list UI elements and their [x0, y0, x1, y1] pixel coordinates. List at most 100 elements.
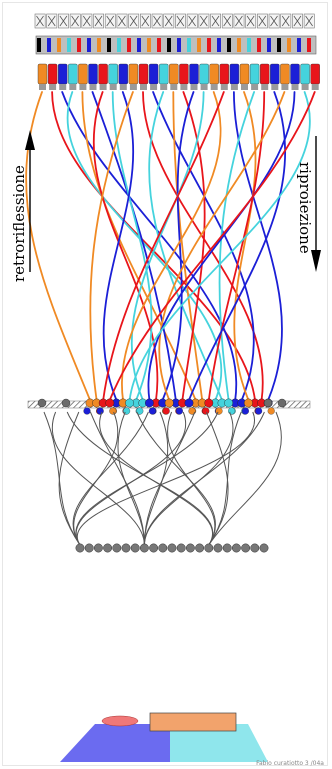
junction-dot-icon: [109, 407, 117, 415]
wire-line: [111, 91, 153, 401]
connector-block-icon: [37, 63, 48, 85]
junction-dot-icon: [136, 407, 144, 415]
connector-pin: [257, 38, 261, 52]
red-ellipse: [101, 715, 139, 727]
connector-block-icon: [229, 63, 240, 85]
connector-block-icon: [300, 63, 310, 85]
wire-line: [181, 91, 206, 401]
connector-block-icon: [219, 63, 230, 85]
connector-pin: [167, 38, 171, 52]
junction-dot-icon: [130, 543, 140, 553]
junction-dot-icon: [202, 407, 210, 415]
connector-foot: [291, 84, 299, 90]
connector-foot: [59, 84, 67, 90]
connector-foot: [251, 84, 259, 90]
junction-dot-icon: [215, 407, 223, 415]
connector-foot: [160, 84, 168, 90]
fanout-wire: [143, 411, 265, 546]
connector-block-icon: [260, 63, 270, 85]
junction-dot-icon: [204, 543, 214, 553]
fanout-wire: [143, 411, 196, 546]
retroreflection-label: retroriflessione: [10, 165, 28, 282]
wire-line: [121, 91, 222, 401]
xor-cell-icon: [106, 15, 115, 27]
wire-line: [66, 91, 223, 401]
connector-block-icon: [209, 63, 219, 85]
junction-dot-icon: [148, 407, 156, 415]
junction-dot-icon: [96, 407, 104, 415]
connector-pin: [147, 38, 151, 52]
up-arrow-icon: [25, 130, 35, 150]
connector-pin: [307, 38, 311, 52]
xor-cell-icon: [293, 15, 302, 27]
connector-foot: [79, 84, 87, 90]
connector-foot: [190, 84, 198, 90]
junction-dot-icon: [75, 543, 85, 553]
connector-block-icon: [280, 63, 290, 85]
wire-line: [61, 91, 238, 401]
junction-dot-icon: [224, 398, 234, 408]
caption-text: Fabio curatiotto 3 /04a: [256, 760, 324, 767]
junction-dot-icon: [175, 407, 183, 415]
xor-cell-icon: [188, 15, 196, 27]
wire-line: [161, 91, 195, 401]
connector-block-icon: [310, 63, 320, 85]
wire-line: [25, 91, 91, 401]
blue-plate: [60, 724, 170, 762]
fanout-wire: [167, 411, 216, 546]
junction-dot-icon: [213, 543, 223, 553]
xor-cell-icon: [153, 15, 161, 27]
connector-strip: [35, 35, 317, 55]
connector-block-icon: [98, 63, 108, 85]
wire-line: [142, 91, 264, 401]
xor-cell-icon: [223, 15, 232, 27]
connector-foot: [311, 84, 319, 90]
xor-cell-icon: [305, 15, 313, 27]
connector-foot: [271, 84, 279, 90]
connector-foot: [89, 84, 97, 90]
connector-pin: [207, 38, 211, 52]
xor-cell-icon: [118, 15, 126, 27]
connector-pin: [57, 38, 61, 52]
connector-pin: [217, 38, 221, 52]
connector-pin: [67, 38, 71, 52]
connector-foot: [99, 84, 107, 90]
junction-dot-icon: [105, 398, 115, 408]
fanout-wire: [52, 411, 145, 546]
wire-line: [89, 91, 134, 401]
junction-dot-icon: [259, 543, 269, 553]
connector-pin: [267, 38, 271, 52]
junction-dot-icon: [188, 407, 196, 415]
xor-cell-icon: [258, 15, 267, 27]
wire-line: [128, 91, 311, 401]
wire-line: [92, 91, 159, 401]
xor-cell-icon: [71, 15, 79, 27]
junction-dot-icon: [267, 407, 275, 415]
connector-block-icon: [118, 63, 129, 85]
connector-foot: [210, 84, 218, 90]
junction-dot-icon: [184, 398, 194, 408]
fanout-wire: [208, 411, 242, 546]
connector-pin: [107, 38, 111, 52]
page-frame: [2, 2, 328, 766]
connector-pin: [87, 38, 91, 52]
connector-foot: [150, 84, 158, 90]
junction-dot-icon: [228, 407, 236, 415]
junction-dot-icon: [250, 543, 260, 553]
junction-dot-icon: [144, 398, 154, 408]
connector-pin: [157, 38, 161, 52]
connector-foot: [261, 84, 269, 90]
connector-pin: [77, 38, 81, 52]
wire-line: [188, 91, 286, 401]
connector-pin: [37, 38, 41, 52]
junction-dot-icon: [162, 407, 170, 415]
connector-pin: [227, 38, 231, 52]
connector-pin: [117, 38, 121, 52]
connector-pin: [277, 38, 281, 52]
xor-cell-icon: [36, 15, 44, 27]
wire-line: [91, 91, 177, 401]
connector-block-icon: [239, 63, 250, 85]
connector-foot: [129, 84, 137, 90]
reprojection-label: riproiezione: [296, 162, 314, 254]
